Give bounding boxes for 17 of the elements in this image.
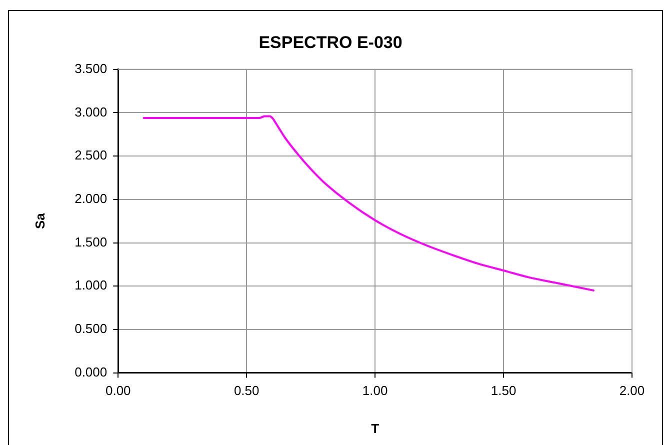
y-tick-label: 2.000 bbox=[74, 191, 108, 206]
y-axis-title: Sa bbox=[32, 212, 48, 230]
x-tick-label: 0.00 bbox=[105, 383, 131, 398]
x-tick-label: 0.50 bbox=[234, 383, 260, 398]
x-tick-label: 1.50 bbox=[490, 383, 516, 398]
chart-title: ESPECTRO E-030 bbox=[258, 32, 402, 52]
y-tick-label: 3.500 bbox=[74, 60, 108, 76]
x-axis-title: T bbox=[371, 420, 380, 436]
y-tick-label: 1.000 bbox=[74, 278, 108, 293]
y-tick-label: 0.000 bbox=[74, 364, 108, 380]
y-tick-label: 1.500 bbox=[74, 234, 108, 250]
x-tick-label: 2.00 bbox=[619, 383, 645, 398]
x-tick-label: 1.00 bbox=[362, 383, 388, 398]
line-series bbox=[142, 115, 594, 292]
y-tick-label: 0.500 bbox=[74, 321, 108, 336]
y-tick-label: 2.500 bbox=[74, 148, 108, 163]
y-tick-label: 3.000 bbox=[74, 104, 108, 120]
